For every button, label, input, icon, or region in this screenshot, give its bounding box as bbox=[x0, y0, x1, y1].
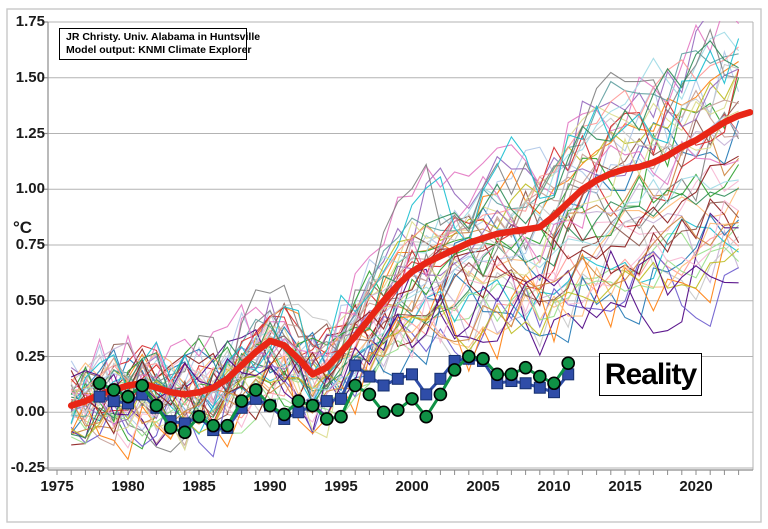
y-tick-label: 0.25 bbox=[15, 347, 45, 365]
balloon-marker bbox=[234, 394, 249, 408]
y-tick-label: 0.50 bbox=[15, 291, 45, 309]
satellite-marker bbox=[533, 381, 546, 394]
model-run-line bbox=[70, 175, 739, 417]
x-tick-label: 2005 bbox=[466, 478, 500, 495]
satellite-marker bbox=[320, 395, 333, 408]
y-tick-label: 0.00 bbox=[15, 403, 45, 421]
chart-outer-border bbox=[6, 8, 762, 523]
balloon-marker bbox=[461, 349, 476, 364]
x-tick-label: 2010 bbox=[537, 478, 571, 495]
x-tick-label: 1995 bbox=[324, 478, 358, 495]
balloon-marker bbox=[490, 367, 505, 382]
balloon-marker bbox=[206, 418, 220, 433]
balloon-marker bbox=[532, 369, 547, 384]
satellite-marker bbox=[420, 388, 433, 401]
balloon-marker bbox=[263, 398, 277, 413]
x-tick-label: 1985 bbox=[182, 478, 216, 495]
model-run-line bbox=[70, 248, 739, 439]
satellite-marker bbox=[391, 372, 404, 385]
balloon-marker bbox=[433, 387, 448, 402]
reality-label: Reality bbox=[604, 357, 697, 391]
model-run-line bbox=[70, 155, 739, 435]
model-run-line bbox=[70, 100, 740, 424]
balloon-marker bbox=[319, 412, 334, 426]
y-axis-unit-label: °C bbox=[12, 218, 33, 237]
satellite-marker bbox=[107, 395, 120, 408]
x-tick-label: 1975 bbox=[40, 478, 74, 495]
model-run-line bbox=[70, 221, 739, 451]
balloon-marker bbox=[277, 407, 292, 422]
model-run-line bbox=[70, 31, 740, 417]
balloon-marker bbox=[476, 351, 490, 366]
y-tick-label: 1.00 bbox=[15, 180, 45, 198]
balloon-marker bbox=[518, 360, 533, 375]
credit-line-1: JR Christy. Univ. Alabama in Huntsville bbox=[66, 31, 261, 43]
satellite-marker bbox=[406, 368, 418, 381]
balloon-marker bbox=[192, 409, 206, 424]
satellite-marker bbox=[519, 377, 532, 390]
balloon-marker bbox=[178, 425, 192, 440]
balloon-marker bbox=[419, 409, 434, 424]
balloon-marker bbox=[447, 363, 462, 377]
satellite-marker bbox=[335, 392, 347, 405]
model-run-line bbox=[70, 213, 740, 405]
y-tick-label: -0.25 bbox=[10, 459, 45, 476]
x-tick-label: 2020 bbox=[679, 478, 713, 495]
credit-annotation-box: JR Christy. Univ. Alabama in Huntsville … bbox=[59, 28, 261, 60]
model-run-line bbox=[70, 111, 740, 453]
model-run-line bbox=[70, 110, 739, 452]
balloon-marker bbox=[305, 398, 320, 413]
balloon-marker bbox=[249, 383, 263, 397]
model-run-line bbox=[70, 63, 739, 418]
y-tick-label: 1.25 bbox=[15, 124, 45, 142]
balloon-marker bbox=[504, 367, 519, 382]
x-tick-label: 2000 bbox=[395, 478, 429, 495]
balloon-marker bbox=[291, 394, 306, 408]
y-tick-label: 1.50 bbox=[15, 68, 45, 86]
satellite-marker bbox=[349, 359, 362, 372]
x-tick-label: 2015 bbox=[608, 478, 642, 495]
model-run-line bbox=[71, 46, 739, 407]
balloon-marker bbox=[390, 403, 405, 417]
y-tick-label: 1.75 bbox=[15, 13, 45, 30]
balloon-marker bbox=[149, 398, 164, 413]
balloon-marker bbox=[92, 376, 107, 391]
satellite-marker bbox=[363, 370, 376, 383]
balloon-marker bbox=[135, 378, 149, 393]
credit-line-2: Model output: KNMI Climate Explorer bbox=[66, 43, 252, 56]
balloon-marker bbox=[405, 392, 419, 406]
model-run-line bbox=[71, 140, 739, 427]
satellite-marker bbox=[93, 390, 106, 403]
model-run-line bbox=[70, 21, 704, 422]
balloon-marker bbox=[220, 418, 235, 433]
balloon-marker bbox=[547, 376, 561, 391]
balloon-marker bbox=[561, 356, 576, 370]
x-tick-label: 1980 bbox=[111, 478, 145, 495]
y-tick-label: 0.75 bbox=[15, 236, 45, 253]
balloon-marker bbox=[348, 378, 363, 393]
model-run-line bbox=[70, 246, 739, 445]
model-average-line bbox=[67, 109, 753, 409]
balloon-marker bbox=[107, 383, 121, 397]
satellite-marker bbox=[377, 379, 390, 392]
balloon-line bbox=[98, 354, 570, 435]
x-tick-label: 1990 bbox=[253, 478, 287, 495]
satellite-marker bbox=[292, 406, 305, 419]
balloon-marker bbox=[362, 387, 377, 402]
balloon-marker bbox=[121, 389, 135, 404]
model-run-line bbox=[70, 38, 740, 424]
reality-annotation-box: Reality bbox=[599, 353, 702, 396]
balloon-marker bbox=[376, 405, 391, 420]
satellite-line bbox=[99, 357, 570, 432]
balloon-marker bbox=[334, 409, 348, 424]
model-run-line bbox=[70, 215, 739, 427]
satellite-marker bbox=[434, 372, 447, 385]
balloon-marker bbox=[163, 421, 178, 435]
